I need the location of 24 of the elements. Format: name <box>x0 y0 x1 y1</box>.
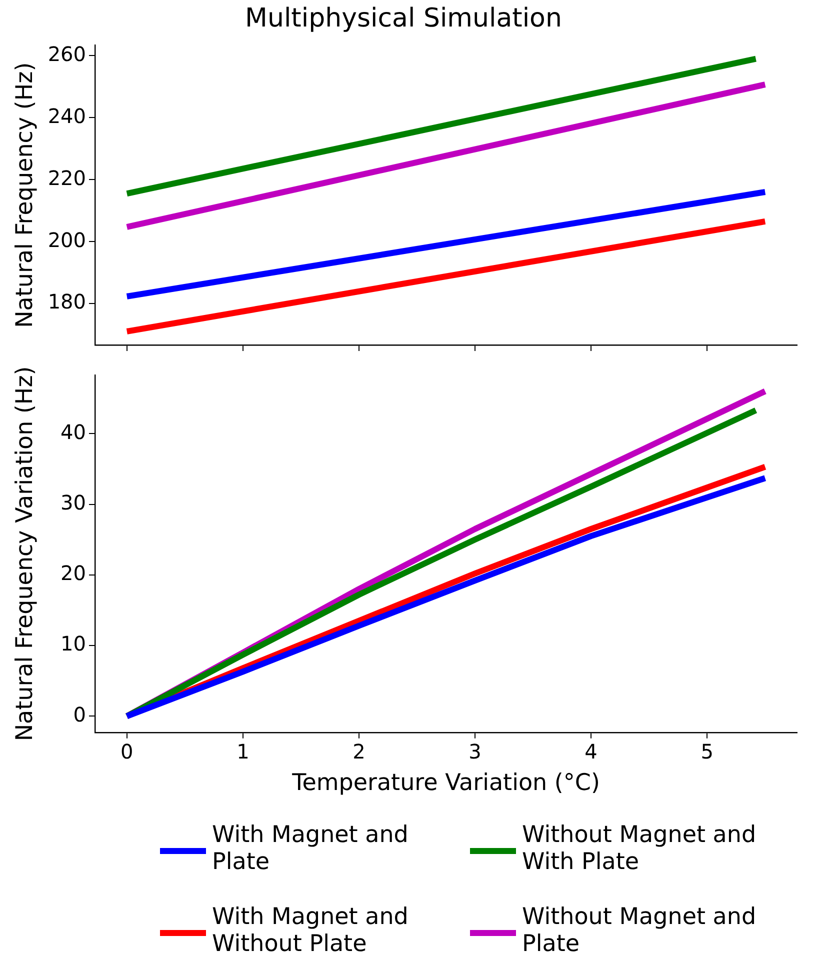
x-tick-label: 3 <box>468 740 482 764</box>
x-tick-label: 0 <box>120 740 134 764</box>
legend-label: With Magnet and Plate <box>212 822 410 876</box>
y-tick-label: 30 <box>60 490 86 514</box>
y-axis-title: Natural Frequency (Hz) <box>12 62 38 328</box>
x-axis-title: Temperature Variation (°C) <box>291 770 600 796</box>
y-tick-label: 200 <box>48 228 86 252</box>
legend-label: Without Magnet and With Plate <box>522 822 758 876</box>
y-tick-label: 220 <box>48 166 86 190</box>
legend-label: With Magnet and Without Plate <box>212 904 410 958</box>
chart-title: Multiphysical Simulation <box>245 3 562 34</box>
x-tick-label: 4 <box>584 740 598 764</box>
y-tick-label: 10 <box>60 632 86 656</box>
x-tick-label: 5 <box>700 740 714 764</box>
y-tick-label: 260 <box>48 42 86 66</box>
y-tick-label: 240 <box>48 104 86 128</box>
y-tick-label: 40 <box>60 420 86 444</box>
x-tick-label: 1 <box>236 740 250 764</box>
y-tick-label: 180 <box>48 290 86 314</box>
y-axis-title: Natural Frequency Variation (Hz) <box>12 366 38 742</box>
legend-label: Without Magnet and Plate <box>522 904 758 958</box>
x-tick-label: 2 <box>352 740 366 764</box>
y-tick-label: 0 <box>73 702 86 726</box>
y-tick-label: 20 <box>60 561 86 586</box>
